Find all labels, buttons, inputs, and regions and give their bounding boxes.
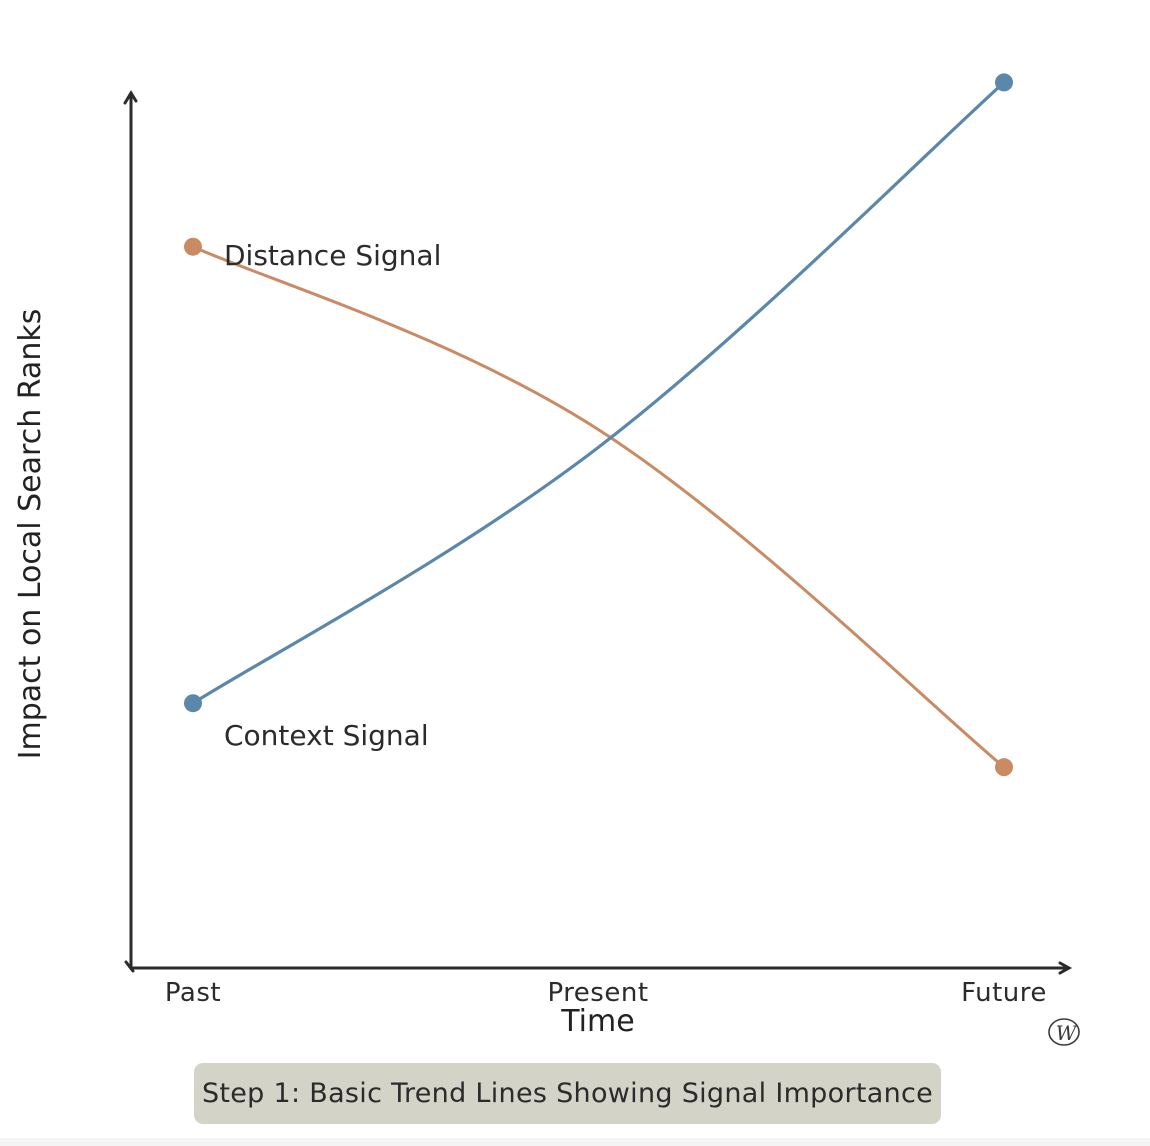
point-distance-signal-past [184, 237, 202, 256]
x-tick-label-past: Past [165, 978, 221, 1008]
signature-circle [1048, 1018, 1080, 1046]
signature-mark: W [1048, 1018, 1080, 1046]
caption-box: Step 1: Basic Trend Lines Showing Signal… [194, 1063, 941, 1124]
series-line-context-signal [191, 80, 1006, 705]
series-points [184, 73, 1013, 777]
x-tick-label-present: Present [547, 978, 648, 1008]
x-axis-arrow [1058, 961, 1073, 975]
series-line-distance-signal [191, 245, 1006, 769]
axes [123, 90, 1073, 975]
point-context-signal-past [184, 694, 202, 713]
x-axis-title: Time [560, 1004, 634, 1039]
caption-text: Step 1: Basic Trend Lines Showing Signal… [201, 1078, 934, 1109]
y-axis-arrow [123, 90, 138, 105]
series-label-context-signal: Context Signal [224, 719, 429, 752]
bottom-strip [0, 1138, 1150, 1146]
axis-corner-tick [124, 960, 135, 973]
y-axis-title: Impact on Local Search Ranks [13, 309, 48, 760]
x-tick-label-future: Future [961, 978, 1047, 1008]
signature-letter: W [1056, 1021, 1078, 1045]
series-lines [191, 80, 1006, 769]
point-distance-signal-future [995, 758, 1013, 777]
series-label-distance-signal: Distance Signal [224, 239, 441, 272]
point-context-signal-future [995, 73, 1013, 92]
